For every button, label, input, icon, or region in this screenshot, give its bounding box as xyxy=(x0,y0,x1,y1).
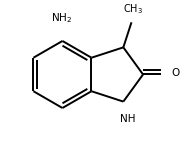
Text: CH$_3$: CH$_3$ xyxy=(123,2,143,16)
Text: NH$_2$: NH$_2$ xyxy=(51,12,72,25)
Text: NH: NH xyxy=(120,114,136,124)
Text: O: O xyxy=(172,68,180,78)
